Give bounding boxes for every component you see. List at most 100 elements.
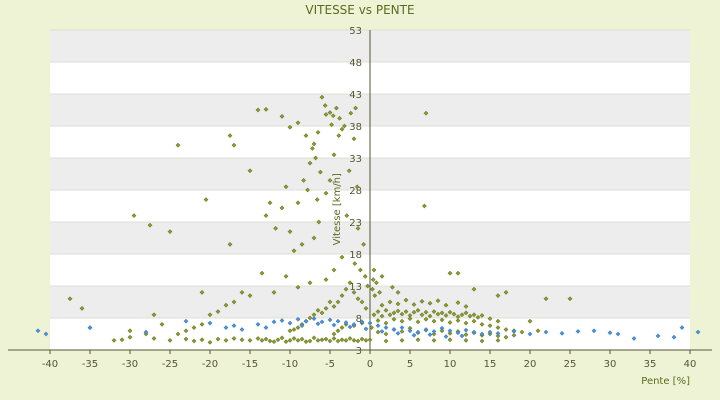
- y-tick-label: 33: [349, 154, 362, 165]
- data-point: [319, 94, 325, 100]
- data-point: [471, 286, 477, 292]
- data-point: [431, 329, 437, 334]
- data-point: [87, 325, 93, 331]
- data-point: [403, 297, 409, 303]
- data-point: [451, 311, 457, 317]
- data-point: [519, 329, 525, 335]
- data-point: [301, 177, 307, 183]
- data-point: [431, 331, 437, 337]
- data-point: [231, 323, 237, 329]
- data-point: [279, 335, 285, 341]
- data-point: [323, 190, 329, 196]
- data-point: [479, 321, 485, 327]
- data-point: [316, 219, 322, 225]
- data-point: [263, 336, 269, 342]
- data-point: [291, 336, 297, 341]
- data-point: [313, 155, 319, 161]
- data-point: [383, 325, 389, 331]
- data-point: [361, 241, 367, 247]
- x-tick-label: -10: [282, 359, 298, 370]
- data-point: [255, 107, 261, 113]
- data-point: [415, 329, 421, 335]
- data-point: [443, 302, 449, 308]
- data-point: [267, 338, 273, 344]
- data-point: [295, 337, 301, 343]
- y-tick-label: 53: [349, 26, 362, 37]
- data-point: [119, 337, 125, 343]
- data-point: [331, 152, 337, 158]
- data-point: [339, 126, 345, 132]
- data-point: [383, 320, 389, 326]
- data-point: [247, 168, 253, 174]
- x-tick-label: -15: [242, 359, 258, 370]
- data-point: [443, 313, 449, 318]
- data-point: [411, 332, 417, 338]
- data-point: [447, 328, 453, 334]
- data-point: [239, 289, 245, 295]
- data-point: [487, 329, 493, 335]
- data-point: [655, 333, 661, 339]
- data-point: [287, 229, 293, 235]
- data-point: [191, 325, 197, 331]
- data-point: [315, 321, 321, 327]
- data-point: [315, 307, 321, 313]
- x-tick-label: 5: [407, 359, 413, 370]
- data-point: [255, 321, 261, 327]
- data-point: [239, 337, 245, 343]
- data-point: [391, 316, 397, 322]
- data-point: [359, 299, 365, 305]
- data-point: [527, 331, 533, 337]
- data-point: [423, 110, 429, 116]
- data-point: [295, 284, 301, 290]
- data-point: [315, 337, 321, 343]
- data-point: [295, 316, 301, 322]
- data-point: [307, 160, 313, 166]
- data-point: [207, 339, 213, 345]
- data-point: [463, 320, 469, 326]
- data-point: [615, 331, 621, 337]
- x-tick-label: -40: [42, 359, 58, 370]
- data-point: [367, 337, 373, 343]
- data-point: [471, 318, 477, 324]
- data-point: [311, 312, 317, 318]
- data-point: [403, 309, 409, 315]
- data-point: [199, 337, 205, 343]
- data-point: [411, 309, 417, 315]
- data-point: [215, 309, 221, 315]
- data-point: [279, 113, 285, 119]
- data-point: [223, 302, 229, 308]
- data-point: [379, 302, 385, 308]
- data-point: [295, 325, 301, 331]
- data-point: [271, 319, 277, 325]
- data-point: [331, 304, 337, 309]
- data-point: [283, 273, 289, 279]
- data-point: [399, 318, 405, 324]
- data-point: [167, 337, 173, 343]
- data-point: [223, 325, 229, 331]
- y-tick-label: 3: [356, 346, 362, 357]
- data-point: [463, 337, 469, 343]
- data-point: [431, 337, 437, 343]
- data-point: [275, 337, 281, 343]
- data-point: [327, 299, 333, 305]
- data-point: [369, 325, 375, 331]
- data-point: [371, 312, 377, 318]
- data-point: [447, 330, 453, 336]
- data-point: [479, 331, 485, 337]
- data-point: [287, 328, 293, 334]
- data-point: [359, 319, 365, 325]
- data-point: [291, 248, 297, 254]
- data-point: [151, 336, 157, 341]
- data-point: [431, 318, 437, 324]
- data-point: [395, 308, 401, 314]
- y-tick-label: 48: [349, 58, 362, 69]
- data-point: [347, 280, 353, 286]
- y-tick-label: 18: [349, 250, 362, 261]
- data-point: [447, 270, 453, 276]
- data-point: [351, 321, 357, 327]
- data-point: [459, 333, 465, 339]
- data-point: [323, 305, 329, 311]
- data-point: [167, 229, 173, 235]
- data-point: [319, 310, 325, 316]
